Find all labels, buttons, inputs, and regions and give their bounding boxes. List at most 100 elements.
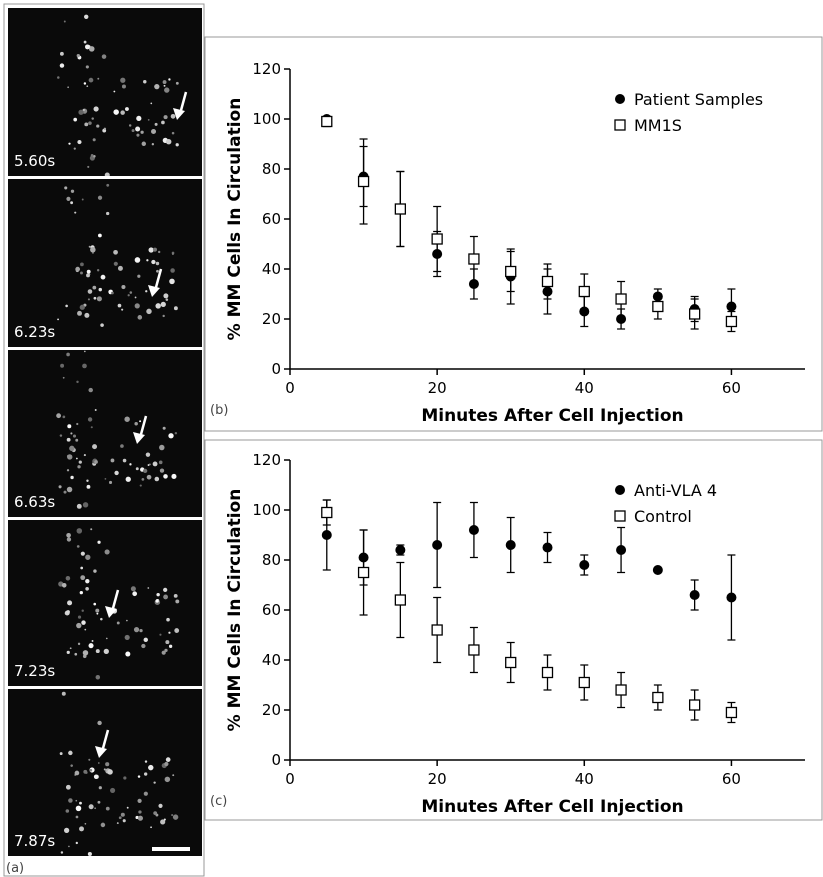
cell-spot [114, 470, 119, 476]
cell-spot [79, 826, 85, 832]
cell-spot [98, 287, 103, 292]
cell-spot [136, 133, 140, 137]
point [578, 676, 590, 689]
cell-spot [84, 350, 86, 353]
point [689, 590, 700, 600]
cell-spot [86, 269, 91, 274]
cell-spot [173, 306, 178, 311]
cell-spot [77, 642, 81, 646]
cell-spot [175, 143, 179, 147]
legend-label: MM1S [634, 116, 682, 135]
cell-spot [172, 814, 179, 820]
frame-image [8, 349, 202, 517]
cell-spot [110, 458, 115, 463]
x-tick-label: 20 [428, 770, 447, 788]
cell-spot [88, 643, 94, 649]
cell-spot [58, 485, 62, 489]
cell-spot [96, 124, 100, 128]
cell-spot [96, 269, 100, 272]
cell-spot [76, 457, 78, 460]
cell-spot [103, 127, 107, 130]
cell-spot [86, 479, 89, 482]
cell-spot [66, 437, 71, 442]
cell-spot [175, 599, 180, 604]
cell-spot [159, 633, 162, 636]
image-frame: 7.23s [8, 518, 202, 686]
cell-spot [153, 811, 158, 816]
cell-spot [75, 799, 78, 802]
cell-spot [86, 484, 91, 489]
cell-spot [66, 610, 70, 614]
cell-spot [62, 415, 66, 419]
cell-spot [143, 637, 148, 643]
y-tick-label: 80 [262, 551, 281, 569]
cell-spot [129, 463, 132, 466]
point [652, 565, 663, 575]
legend-label: Patient Samples [634, 90, 763, 109]
cell-spot [97, 540, 101, 544]
cell-spot [163, 474, 168, 479]
cell-spot [148, 764, 154, 771]
cell-spot [60, 363, 65, 368]
cell-spot [88, 758, 91, 761]
cell-spot [80, 575, 86, 581]
cell-spot [70, 764, 73, 767]
y-tick-label: 120 [252, 451, 281, 469]
cell-spot [134, 257, 141, 263]
cell-spot [116, 621, 120, 625]
cell-spot [66, 352, 70, 357]
frame-time: 6.23s [14, 323, 55, 341]
legend-marker [614, 119, 626, 131]
cell-spot [105, 637, 108, 640]
cell-spot [59, 63, 65, 68]
cell-spot [57, 318, 59, 321]
cell-spot [56, 413, 62, 419]
cell-spot [113, 249, 118, 255]
cell-spot [94, 460, 98, 464]
cell-spot [59, 51, 64, 56]
cell-spot [163, 818, 166, 821]
y-tick-label: 0 [271, 751, 281, 769]
cell-spot [134, 303, 140, 309]
cell-spot [122, 458, 127, 463]
cell-spot [120, 77, 126, 83]
point [357, 566, 370, 579]
point [321, 115, 333, 128]
cell-spot [77, 465, 81, 469]
cell-spot [120, 444, 124, 448]
panel-b-frame [204, 36, 823, 432]
cell-spot [67, 86, 69, 89]
cell-spot [92, 285, 97, 290]
cell-spot [85, 65, 89, 69]
cell-spot [165, 298, 169, 301]
cell-spot [170, 268, 175, 273]
cell-spot [169, 278, 175, 285]
cell-spot [172, 774, 175, 777]
cell-spot [62, 376, 65, 379]
cell-spot [154, 476, 160, 482]
cell-spot [87, 851, 92, 857]
image-frame: 6.63s [8, 349, 202, 517]
cell-spot [82, 502, 89, 508]
cell-spot [95, 608, 100, 613]
cell-spot [76, 422, 79, 426]
cell-spot [100, 274, 106, 280]
cell-spot [125, 476, 131, 482]
cell-spot [83, 40, 87, 44]
cell-spot [117, 265, 123, 271]
cell-spot [70, 432, 73, 435]
cell-spot [163, 115, 168, 120]
x-tick-label: 0 [285, 770, 295, 788]
cell-spot [137, 775, 141, 778]
cell-spot [80, 566, 84, 570]
cell-spot [85, 586, 89, 591]
cell-spot [74, 652, 78, 656]
point [505, 656, 517, 669]
frame-divider [8, 686, 202, 689]
cell-spot [75, 815, 79, 819]
cell-spot [164, 87, 170, 93]
y-tick-label: 100 [252, 110, 281, 128]
cell-spot [97, 800, 101, 804]
cell-spot [143, 772, 148, 776]
cell-spot [66, 532, 71, 538]
